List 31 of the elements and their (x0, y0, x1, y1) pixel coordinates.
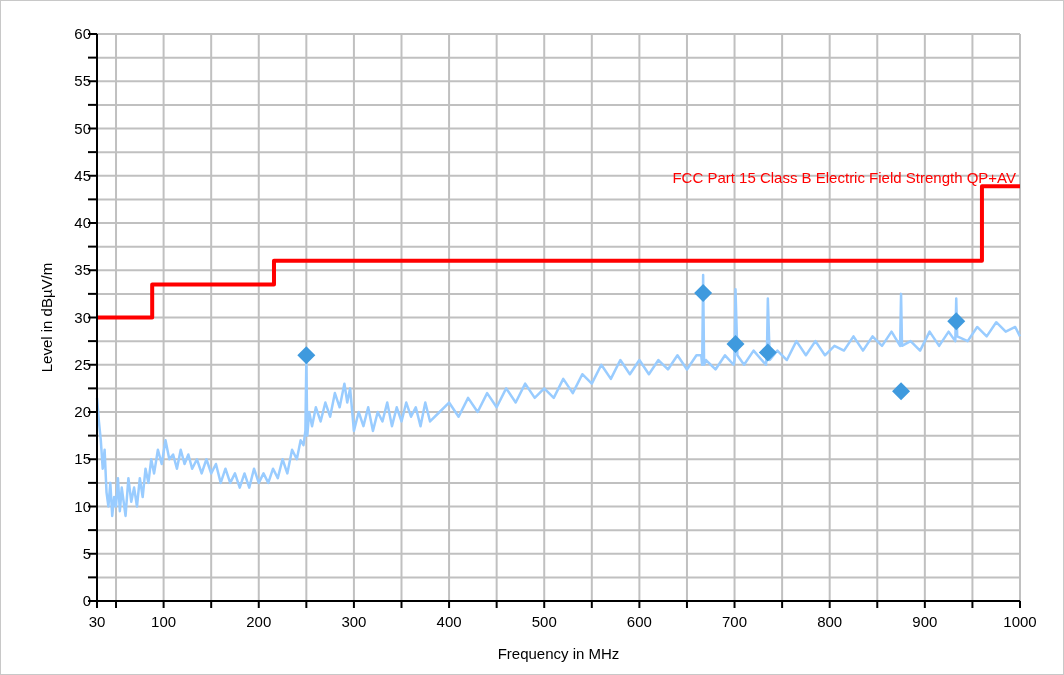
point (694, 283, 713, 302)
series-label: FCC Part 15 Class B Electric Field Strength QP+AV (672, 169, 1016, 187)
x-tick-label: 500 (531, 613, 557, 630)
x-tick-label: 200 (246, 613, 272, 630)
y-tick-label: 30 (74, 308, 91, 326)
y-tick-label: 20 (74, 403, 91, 420)
point (758, 343, 777, 362)
point (726, 334, 745, 353)
point (947, 312, 966, 331)
x-tick-label: 100 (151, 613, 177, 630)
y-tick-label: 45 (74, 166, 91, 184)
line-series (95, 273, 1022, 518)
point (297, 346, 316, 365)
x-tick-label: 900 (912, 613, 938, 630)
y-tick-label: 50 (74, 119, 91, 137)
x-tick-label: 400 (436, 613, 462, 630)
y-axis-title: Level in dBµV/m (38, 262, 55, 373)
y-tick-label: 35 (74, 261, 91, 279)
y-tick-label: 25 (74, 355, 91, 373)
y-tick-label: 40 (74, 214, 91, 231)
y-tick-label: 15 (74, 450, 91, 468)
x-tick-label: 700 (722, 613, 748, 630)
x-tick-label: 600 (626, 613, 652, 630)
y-tick-label: 10 (74, 497, 91, 515)
x-tick-label: 300 (341, 613, 367, 630)
y-tick-label: 55 (74, 72, 91, 90)
x-axis-title: Frequency in MHz (497, 645, 620, 662)
x-tick-label: 1000 (1003, 613, 1037, 630)
x-tick-label: 800 (817, 613, 843, 630)
y-tick-label: 60 (74, 25, 91, 42)
point (892, 382, 911, 401)
